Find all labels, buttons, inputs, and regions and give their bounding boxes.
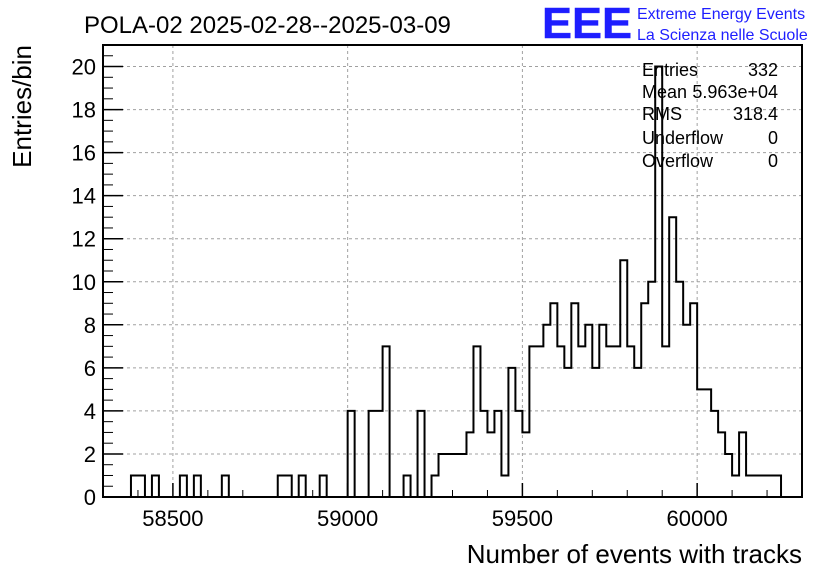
stats-rms-label: RMS [642,104,682,124]
y-tick-label: 14 [72,184,96,209]
y-tick-label: 4 [84,399,96,424]
y-tick-label: 2 [84,442,96,467]
eee-logo-mark: EEE [542,0,632,48]
stats-overflow-label: Overflow [642,151,714,171]
y-tick-label: 16 [72,141,96,166]
chart-title: POLA-02 2025-02-28--2025-03-09 [84,12,451,39]
stats-underflow-value: 0 [768,128,778,148]
x-tick-label: 59500 [492,506,553,531]
y-tick-label: 10 [72,270,96,295]
y-tick-label: 18 [72,98,96,123]
eee-logo-line2: La Scienza nelle Scuole [637,27,808,44]
stats-mean-label: Mean [642,82,687,102]
stats-entries-label: Entries [642,60,698,80]
axis-ticks: 0 2 4 6 8 10 12 14 16 18 20 58500 59000 59500 60000 [72,55,803,531]
stats-overflow-value: 0 [768,151,778,171]
x-axis-label: Number of events with tracks [467,539,802,569]
y-tick-label: 0 [84,485,96,510]
eee-logo: EEE Extreme Energy Events La Scienza nel… [542,0,808,48]
stats-underflow-label: Underflow [642,128,724,148]
y-axis-label: Entries/bin [7,45,37,168]
stats-rms-value: 318.4 [733,104,778,124]
y-tick-label: 6 [84,356,96,381]
stats-entries-value: 332 [748,60,778,80]
y-tick-label: 20 [72,55,96,80]
x-tick-label: 60000 [667,506,728,531]
x-tick-label: 58500 [142,506,203,531]
stats-box: Entries 332 Mean 5.963e+04 RMS 318.4 Und… [642,60,778,171]
x-tick-label: 59000 [317,506,378,531]
eee-logo-line1: Extreme Energy Events [637,6,805,23]
y-tick-label: 12 [72,227,96,252]
grid-lines [103,45,802,497]
y-tick-label: 8 [84,313,96,338]
stats-mean-value: 5.963e+04 [692,82,778,102]
